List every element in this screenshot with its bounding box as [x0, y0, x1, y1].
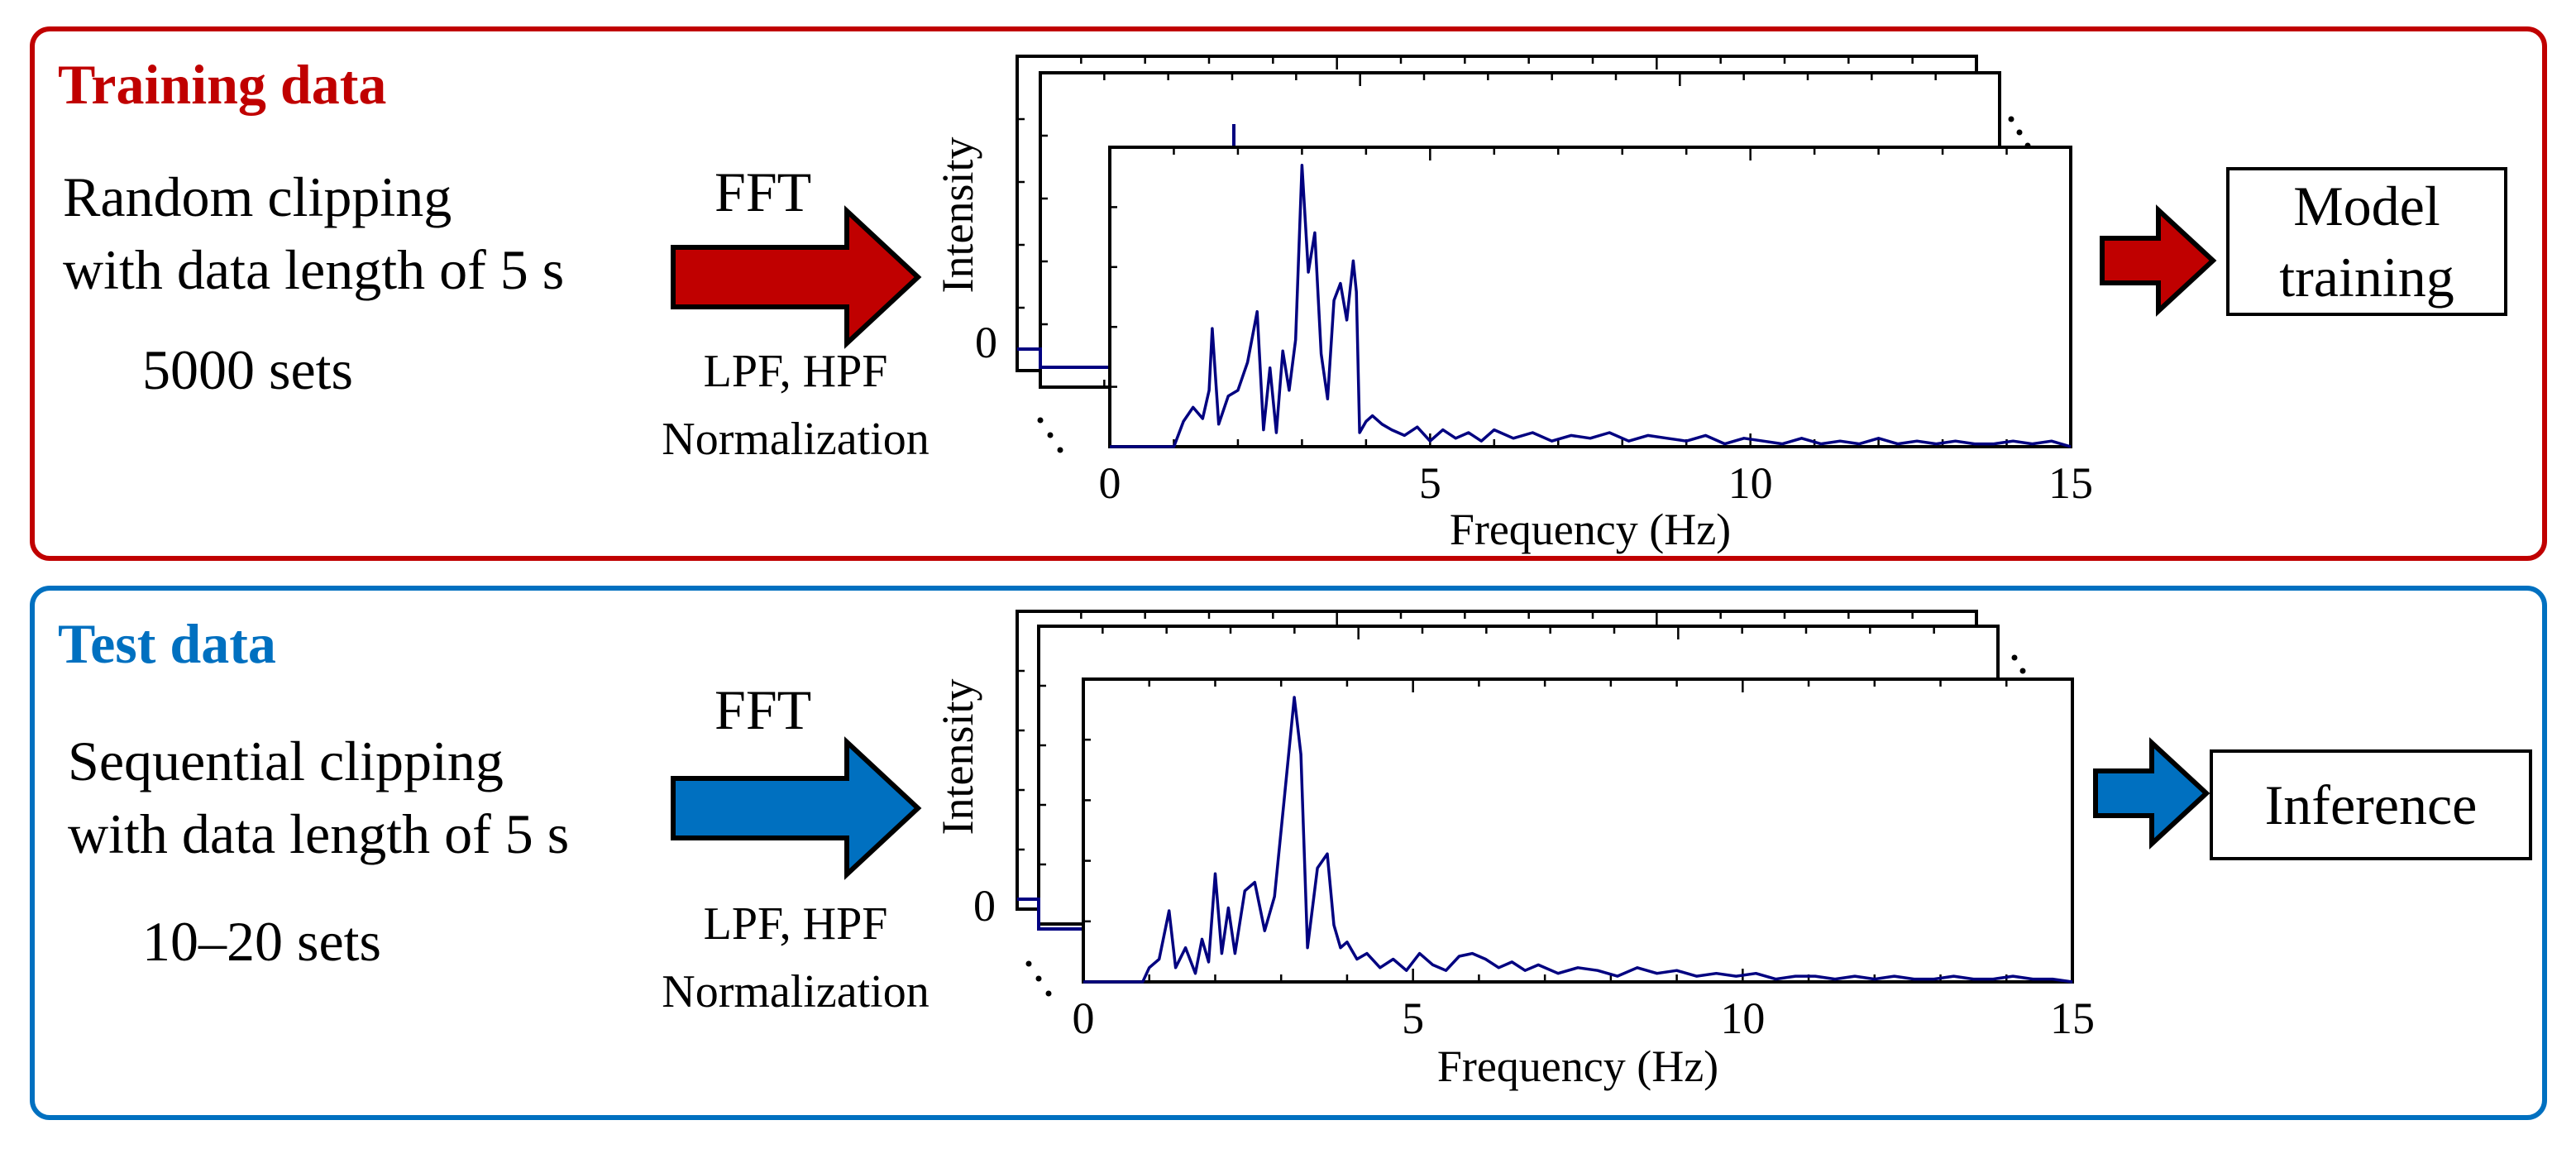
test-sets-count: 10–20 sets	[142, 910, 381, 973]
test-spectrum-stack: Intensity 0 0 5 10 15 Frequency (Hz)	[933, 610, 2096, 1091]
model-training-box: Model training	[2226, 167, 2507, 316]
training-filter-line2: Normalization	[662, 414, 930, 465]
front-frame	[1108, 146, 2072, 448]
x-tick-label-15: 15	[2050, 993, 2095, 1043]
spectrum-line	[1110, 163, 2072, 448]
x-tick-label-0: 0	[1099, 458, 1121, 508]
y-axis-label: Intensity	[933, 137, 982, 294]
training-fft-label: FFT	[714, 160, 812, 223]
back-spectrum-baseline	[1017, 898, 1083, 931]
training-sets-count: 5000 sets	[142, 338, 353, 401]
x-tick-label-10: 10	[1720, 993, 1765, 1043]
back-spectrum-baseline	[1017, 347, 1108, 369]
x-tick-label-5: 5	[1419, 458, 1441, 508]
x-tick-labels: 0 5 10 15	[1099, 458, 2094, 508]
front-frame	[1082, 677, 2074, 984]
y-axis-label: Intensity	[933, 679, 982, 835]
inference-box: Inference	[2210, 749, 2532, 860]
x-tick-label-10: 10	[1728, 458, 1773, 508]
x-tick-label-0: 0	[1073, 993, 1095, 1043]
training-heading: Training data	[58, 53, 387, 116]
training-desc-line1: Random clipping	[63, 165, 452, 228]
test-heading: Test data	[58, 612, 276, 675]
x-tick-label-5: 5	[1402, 993, 1424, 1043]
training-data-panel: Training data Random clipping with data …	[30, 26, 2547, 561]
model-training-line2: training	[2279, 246, 2454, 309]
y-tick-label-0: 0	[973, 881, 996, 931]
x-tick-labels: 0 5 10 15	[1073, 993, 2096, 1043]
training-filter-label: LPF, HPF Normalization	[638, 338, 953, 473]
ellipsis-dots-top	[2008, 116, 2031, 149]
x-axis-label: Frequency (Hz)	[1437, 1041, 1718, 1091]
test-description: Sequential clipping with data length of …	[68, 725, 569, 870]
test-output-arrow-icon	[2093, 737, 2210, 850]
training-spectrum-stack: Intensity 0 0 5 10 15 Frequency (Hz)	[933, 55, 2094, 554]
ellipsis-dots-bottom	[1037, 417, 1063, 453]
test-data-panel: Test data Sequential clipping with data …	[30, 586, 2547, 1120]
ellipsis-dots-bottom	[1025, 960, 1052, 997]
test-filter-line1: LPF, HPF	[703, 898, 888, 950]
x-axis-label: Frequency (Hz)	[1450, 505, 1731, 554]
test-filter-label: LPF, HPF Normalization	[638, 890, 953, 1026]
y-tick-label-0: 0	[975, 318, 997, 367]
inference-label: Inference	[2264, 773, 2478, 836]
training-fft-arrow-icon	[671, 205, 922, 349]
test-fft-arrow-icon	[671, 736, 922, 880]
training-output-arrow-icon	[2100, 204, 2217, 317]
model-training-line1: Model	[2293, 175, 2440, 237]
test-fft-label: FFT	[714, 678, 812, 741]
training-description: Random clipping with data length of 5 s	[63, 160, 564, 306]
training-desc-line2: with data length of 5 s	[63, 238, 565, 301]
x-tick-label-15: 15	[2048, 458, 2093, 508]
test-desc-line2: with data length of 5 s	[68, 802, 570, 865]
spectrum-line	[1083, 696, 2073, 984]
test-desc-line1: Sequential clipping	[68, 730, 504, 792]
test-filter-line2: Normalization	[662, 966, 930, 1017]
front-frame-ticks	[1083, 679, 2008, 982]
training-filter-line1: LPF, HPF	[703, 346, 888, 397]
